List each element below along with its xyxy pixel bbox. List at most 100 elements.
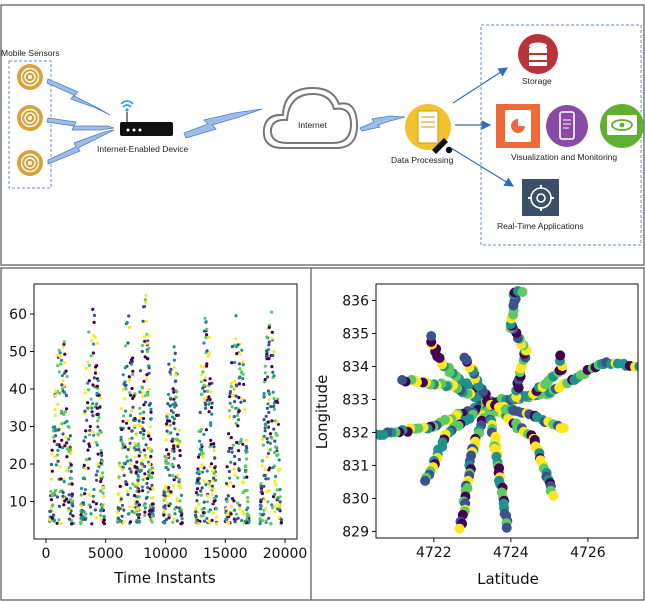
data-point — [199, 364, 203, 368]
data-point — [175, 438, 180, 442]
data-point — [196, 493, 200, 497]
data-point — [141, 436, 145, 440]
data-point — [206, 389, 210, 393]
data-point — [64, 407, 69, 411]
data-point — [50, 516, 55, 520]
data-point — [262, 434, 266, 438]
data-point — [245, 457, 249, 461]
data-point — [179, 510, 183, 514]
data-point — [224, 517, 228, 522]
data-point — [139, 468, 143, 472]
data-point — [128, 391, 132, 395]
data-point — [232, 415, 236, 419]
data-point — [235, 384, 239, 388]
data-point — [264, 414, 268, 418]
y-tick-label: 834 — [342, 359, 369, 375]
data-point — [210, 492, 214, 496]
data-point — [50, 469, 54, 473]
data-point — [79, 493, 83, 497]
data-point — [143, 472, 147, 476]
data-point — [130, 408, 134, 412]
data-point — [67, 517, 71, 521]
data-point — [270, 419, 274, 423]
data-point — [168, 473, 172, 477]
data-point — [272, 374, 276, 378]
data-point — [150, 496, 154, 500]
data-point — [53, 488, 58, 493]
data-point — [91, 351, 95, 355]
data-point — [150, 449, 154, 453]
data-point — [57, 348, 61, 352]
data-point — [63, 352, 67, 356]
y-tick-label: 836 — [342, 293, 369, 309]
data-point — [82, 439, 86, 443]
data-point — [55, 443, 59, 447]
data-point — [214, 507, 218, 511]
data-point — [89, 354, 93, 358]
data-point — [87, 330, 91, 334]
data-point — [147, 434, 151, 438]
data-point — [202, 432, 206, 436]
data-point — [172, 478, 176, 482]
data-point — [202, 341, 206, 345]
data-point — [120, 468, 124, 472]
data-point — [168, 404, 172, 408]
data-point — [279, 521, 283, 525]
data-point — [128, 393, 133, 397]
data-point — [121, 373, 125, 377]
data-point — [146, 486, 150, 490]
bottom-panel-frame — [0, 267, 645, 601]
data-point — [199, 373, 203, 377]
data-point — [180, 517, 184, 521]
data-point — [262, 484, 266, 488]
data-point — [49, 477, 53, 481]
data-point — [242, 382, 246, 386]
data-point — [138, 406, 142, 410]
data-point — [261, 443, 266, 447]
visualization-label: Visualization and Monitoring — [511, 152, 617, 162]
data-point — [239, 370, 243, 375]
data-point — [195, 481, 199, 485]
data-point — [123, 366, 127, 370]
data-point — [237, 449, 241, 453]
data-point — [100, 453, 104, 457]
data-point — [136, 481, 140, 485]
data-point — [234, 314, 238, 318]
data-point — [165, 422, 169, 426]
data-point — [232, 467, 236, 471]
data-point — [121, 465, 125, 469]
data-point — [95, 384, 99, 388]
data-point — [147, 346, 151, 350]
data-point — [92, 333, 96, 337]
data-point — [274, 445, 278, 449]
data-point — [271, 506, 275, 510]
data-point — [86, 406, 90, 410]
data-point — [91, 500, 95, 504]
phone-icon — [546, 105, 588, 147]
data-point — [142, 448, 146, 452]
data-point — [242, 522, 246, 526]
data-point — [177, 477, 181, 481]
arrow-to-realtime — [450, 147, 515, 187]
data-point — [99, 509, 104, 513]
data-point — [99, 430, 103, 434]
data-point — [426, 331, 437, 341]
data-point — [86, 448, 90, 452]
data-point — [57, 370, 61, 374]
data-point — [142, 403, 146, 407]
data-point — [202, 384, 206, 388]
data-point — [265, 349, 269, 353]
data-point — [204, 320, 208, 324]
data-point — [177, 465, 181, 470]
data-point — [205, 333, 209, 337]
data-point — [208, 508, 212, 512]
data-point — [94, 473, 98, 477]
data-point — [243, 519, 247, 523]
data-point — [99, 448, 103, 452]
data-point — [226, 494, 230, 498]
data-point — [130, 436, 134, 440]
data-point — [60, 383, 64, 387]
data-point — [70, 482, 74, 486]
data-point — [209, 421, 213, 425]
data-point — [197, 522, 201, 526]
